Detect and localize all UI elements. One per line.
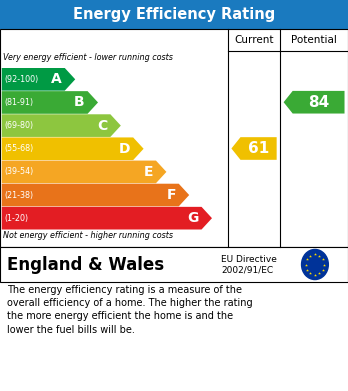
Text: Potential: Potential (291, 35, 337, 45)
Text: G: G (187, 211, 199, 225)
Polygon shape (231, 137, 277, 160)
Text: (92-100): (92-100) (5, 75, 39, 84)
Text: EU Directive
2002/91/EC: EU Directive 2002/91/EC (221, 255, 277, 274)
Text: F: F (166, 188, 176, 202)
Text: Energy Efficiency Rating: Energy Efficiency Rating (73, 7, 275, 22)
Text: 61: 61 (248, 141, 269, 156)
Text: Current: Current (234, 35, 274, 45)
Polygon shape (2, 184, 189, 206)
Text: Not energy efficient - higher running costs: Not energy efficient - higher running co… (3, 231, 174, 240)
Text: B: B (74, 95, 85, 109)
Text: E: E (144, 165, 153, 179)
Text: (39-54): (39-54) (5, 167, 34, 176)
Text: (1-20): (1-20) (5, 213, 29, 223)
Circle shape (302, 249, 328, 280)
Polygon shape (2, 91, 98, 114)
Polygon shape (2, 68, 75, 91)
Bar (0, 247, 348, 282)
Text: The energy efficiency rating is a measure of the
overall efficiency of a home. T: The energy efficiency rating is a measur… (7, 285, 253, 335)
Polygon shape (284, 91, 345, 113)
Text: (69-80): (69-80) (5, 121, 34, 130)
Bar (0, 0, 348, 29)
Text: 84: 84 (308, 95, 329, 110)
Text: A: A (51, 72, 62, 86)
Text: Very energy efficient - lower running costs: Very energy efficient - lower running co… (3, 53, 173, 62)
Text: (81-91): (81-91) (5, 98, 34, 107)
Polygon shape (2, 207, 212, 230)
Text: (21-38): (21-38) (5, 190, 34, 199)
Polygon shape (2, 137, 144, 160)
Text: (55-68): (55-68) (5, 144, 34, 153)
Polygon shape (2, 114, 121, 137)
Text: England & Wales: England & Wales (7, 255, 164, 273)
Text: C: C (97, 118, 108, 133)
Text: D: D (119, 142, 130, 156)
Bar (0, 29, 348, 247)
Polygon shape (2, 161, 166, 183)
